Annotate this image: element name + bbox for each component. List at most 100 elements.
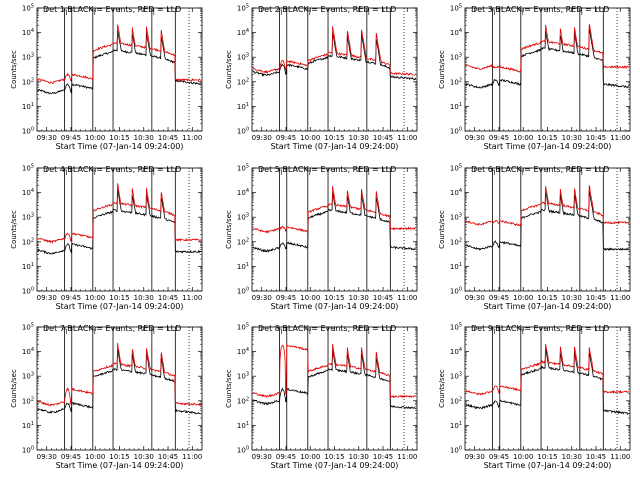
y-tick-label: 105: [237, 4, 249, 13]
x-tick-label: 10:30: [349, 453, 369, 461]
panel-det-9: Det 9 BLACK = Events, RED = LLD 100 101 102…: [438, 323, 631, 470]
plot-frame: [36, 167, 203, 292]
marker-flag: [277, 9, 282, 15]
lld-series-line: [465, 343, 630, 396]
y-tick-label: 101: [237, 262, 249, 271]
x-tick-label: 09:45: [61, 134, 81, 142]
x-tick-label: 10:00: [85, 294, 105, 302]
panel-det-4: Det 4 BLACK = Events, RED = LLD 100 101 102…: [10, 164, 203, 311]
y-tick-label: 100: [450, 127, 462, 136]
x-tick-label: 10:45: [158, 134, 178, 142]
y-tick-label: 105: [450, 164, 462, 173]
marker-flag: [490, 9, 495, 15]
y-axis-label: Counts/sec: [10, 50, 18, 89]
x-tick-label: 09:30: [465, 453, 485, 461]
x-tick-label: 09:30: [37, 294, 57, 302]
y-tick-label: 105: [22, 4, 34, 13]
x-tick-label: 11:00: [182, 134, 202, 142]
panel-det-1: Det 1 BLACK = Events, RED = LLD 100 101 102…: [10, 4, 203, 151]
x-tick-label: 10:00: [513, 134, 533, 142]
panel-det-6: Det 6 BLACK = Events, RED = LLD 100 101 102…: [438, 164, 631, 311]
marker-flag: [518, 169, 524, 175]
x-axis-label: Start Time (07-Jan-14 09:24:00): [484, 461, 612, 470]
x-tick-label: 09:45: [489, 134, 509, 142]
y-tick-label: 102: [22, 77, 34, 86]
x-tick-label: 11:00: [397, 294, 417, 302]
x-tick-label: 10:00: [85, 453, 105, 461]
y-tick-label: 103: [22, 213, 34, 222]
y-tick-label: 103: [450, 53, 462, 62]
y-tick-label: 101: [450, 262, 462, 271]
y-tick-label: 103: [450, 213, 462, 222]
x-tick-label: 10:15: [324, 294, 344, 302]
x-tick-label: 09:45: [489, 453, 509, 461]
y-axis-label: Counts/sec: [438, 50, 446, 89]
marker-flag: [90, 9, 96, 15]
events-series-line: [252, 192, 417, 254]
y-tick-label: 100: [22, 127, 34, 136]
y-tick-label: 101: [450, 421, 462, 430]
panel-title: Det 5 BLACK = Events, RED = LLD: [258, 165, 396, 174]
lld-series-line: [465, 24, 630, 73]
lld-series-line: [37, 24, 202, 84]
y-tick-label: 101: [237, 421, 249, 430]
x-axis-label: Start Time (07-Jan-14 09:24:00): [484, 302, 612, 311]
x-tick-label: 10:00: [513, 453, 533, 461]
y-tick-label: 102: [22, 237, 34, 246]
x-axis-label: Start Time (07-Jan-14 09:24:00): [56, 302, 184, 311]
y-axis-label: Counts/sec: [225, 369, 233, 408]
x-tick-label: 10:30: [134, 134, 154, 142]
marker-flag: [518, 9, 524, 15]
panel-title: Det 1 BLACK = Events, RED = LLD: [43, 5, 181, 14]
x-tick-label: 11:00: [610, 294, 630, 302]
y-tick-label: 101: [237, 102, 249, 111]
marker-flag: [364, 9, 370, 15]
marker-flag: [149, 9, 155, 15]
panel-title: Det 9 BLACK = Events, RED = LLD: [471, 324, 609, 333]
x-axis-label: Start Time (07-Jan-14 09:24:00): [484, 142, 612, 151]
x-tick-label: 09:30: [37, 134, 57, 142]
y-tick-label: 102: [237, 237, 249, 246]
x-tick-label: 09:30: [252, 134, 272, 142]
plot-frame: [251, 326, 418, 451]
y-tick-label: 101: [22, 421, 34, 430]
x-tick-label: 10:15: [324, 453, 344, 461]
y-tick-label: 102: [237, 396, 249, 405]
panel-title: Det 6 BLACK = Events, RED = LLD: [471, 165, 609, 174]
panel-det-5: Det 5 BLACK = Events, RED = LLD 100 101 102…: [225, 164, 418, 311]
x-tick-label: 10:15: [109, 294, 129, 302]
y-tick-label: 105: [22, 323, 34, 332]
y-tick-label: 102: [22, 396, 34, 405]
panel-title: Det 7 BLACK = Events, RED = LLD: [43, 324, 181, 333]
y-axis-label: Counts/sec: [10, 369, 18, 408]
x-tick-label: 09:30: [252, 453, 272, 461]
panel-title: Det 2 BLACK = Events, RED = LLD: [258, 5, 396, 14]
marker-flag: [62, 9, 67, 15]
y-axis-label: Counts/sec: [225, 50, 233, 89]
plot-frame: [36, 326, 203, 451]
x-tick-label: 11:00: [397, 453, 417, 461]
x-tick-label: 10:45: [158, 294, 178, 302]
x-tick-label: 11:00: [182, 453, 202, 461]
y-axis-label: Counts/sec: [225, 210, 233, 249]
events-series-line: [37, 349, 201, 415]
y-tick-label: 101: [22, 262, 34, 271]
y-tick-label: 105: [22, 164, 34, 173]
lld-series-line: [37, 342, 202, 407]
x-tick-label: 10:45: [373, 294, 393, 302]
y-tick-label: 104: [450, 188, 462, 197]
x-tick-label: 10:45: [586, 294, 606, 302]
y-tick-label: 105: [237, 323, 249, 332]
x-tick-label: 09:45: [61, 453, 81, 461]
marker-flag: [364, 328, 370, 334]
x-tick-label: 09:45: [489, 294, 509, 302]
y-axis-label: Counts/sec: [438, 369, 446, 408]
y-tick-label: 104: [450, 28, 462, 37]
y-tick-label: 101: [450, 102, 462, 111]
panel-det-3: Det 3 BLACK = Events, RED = LLD 100 101 102…: [438, 4, 631, 151]
x-tick-label: 10:15: [537, 453, 557, 461]
y-tick-label: 104: [22, 347, 34, 356]
y-tick-label: 103: [237, 372, 249, 381]
